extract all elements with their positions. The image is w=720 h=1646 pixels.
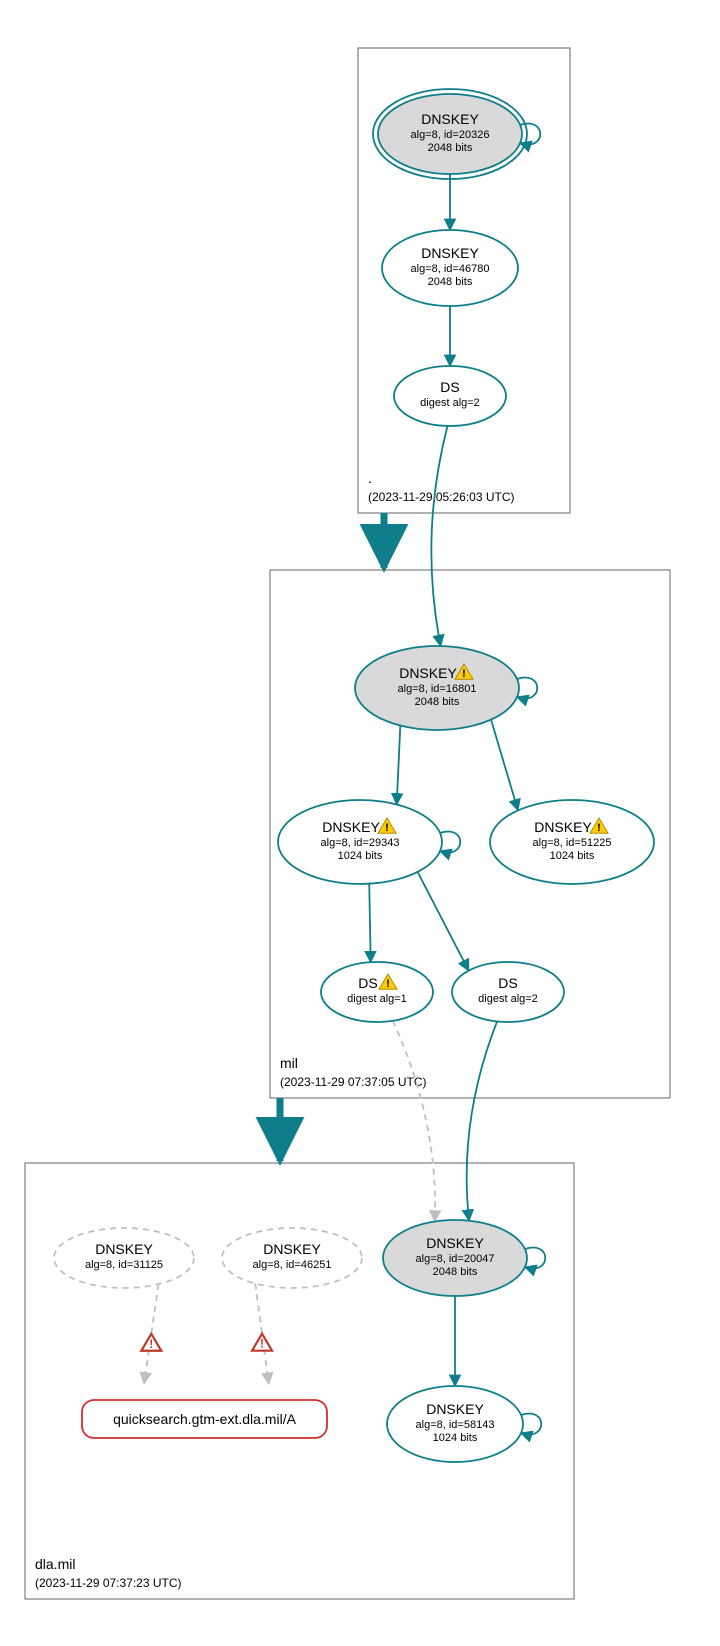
self-loop (440, 832, 460, 853)
node-title: DNSKEY (421, 245, 479, 261)
svg-text:!: ! (597, 822, 601, 834)
node-title: DNSKEY (426, 1235, 484, 1251)
svg-text:!: ! (149, 1337, 153, 1351)
query-label: quicksearch.gtm-ext.dla.mil/A (113, 1411, 297, 1427)
node-title: DNSKEY (322, 819, 380, 835)
svg-text:!: ! (385, 822, 389, 834)
edge (418, 872, 469, 971)
node-mil_zsk2: DNSKEY! alg=8, id=512251024 bits (490, 800, 654, 884)
node-title: DNSKEY (426, 1401, 484, 1417)
node-dla_ksk: DNSKEY alg=8, id=200472048 bits (383, 1220, 545, 1296)
node-mil_ds2: DS digest alg=2 (452, 962, 564, 1022)
node-dla_dnskey1: DNSKEY alg=8, id=31125 (54, 1228, 194, 1288)
node-root_ds: DS digest alg=2 (394, 366, 506, 426)
svg-text:!: ! (462, 668, 466, 680)
node-line2: alg=8, id=51225 (533, 837, 612, 849)
node-line3: 1024 bits (338, 850, 383, 862)
edge (397, 726, 401, 805)
node-line3: 2048 bits (428, 276, 473, 288)
svg-text:mil: mil (280, 1055, 298, 1071)
svg-text:!: ! (386, 978, 390, 990)
node-line2: alg=8, id=46251 (253, 1259, 332, 1271)
node-line2: alg=8, id=31125 (85, 1259, 163, 1271)
node-title: DS (440, 379, 459, 395)
node-line2: digest alg=2 (420, 397, 480, 409)
node-line3: 1024 bits (550, 850, 595, 862)
node-mil_ds1: DS! digest alg=1 (321, 962, 433, 1022)
node-dla_dnskey2: DNSKEY alg=8, id=46251 (222, 1228, 362, 1288)
node-title: DNSKEY (399, 665, 457, 681)
node-line3: 2048 bits (415, 696, 460, 708)
node-title: DNSKEY (534, 819, 592, 835)
edge (431, 426, 447, 646)
svg-text:!: ! (260, 1337, 264, 1351)
svg-text:(2023-11-29 05:26:03 UTC): (2023-11-29 05:26:03 UTC) (368, 490, 515, 504)
edge (369, 884, 370, 962)
node-line2: alg=8, id=29343 (321, 837, 400, 849)
self-loop (517, 678, 537, 699)
node-line3: 2048 bits (428, 142, 473, 154)
self-loop (525, 1248, 545, 1269)
node-line2: digest alg=2 (478, 993, 538, 1005)
error-icon: ! (141, 1334, 161, 1351)
node-title: DNSKEY (421, 111, 479, 127)
error-icon: ! (252, 1334, 272, 1351)
svg-text:(2023-11-29 07:37:05 UTC): (2023-11-29 07:37:05 UTC) (280, 1075, 427, 1089)
node-line2: alg=8, id=16801 (398, 683, 477, 695)
node-title: DNSKEY (95, 1241, 153, 1257)
node-line3: 1024 bits (433, 1432, 478, 1444)
node-title: DS (498, 975, 517, 991)
query-record: quicksearch.gtm-ext.dla.mil/A (82, 1400, 327, 1438)
node-title: DNSKEY (263, 1241, 321, 1257)
self-loop (520, 124, 540, 145)
dnssec-diagram: . (2023-11-29 05:26:03 UTC) mil (2023-11-29… (0, 0, 720, 1646)
svg-text:.: . (368, 470, 372, 486)
edge (467, 1021, 497, 1220)
node-mil_ksk: DNSKEY! alg=8, id=168012048 bits (355, 646, 537, 730)
node-root_zsk: DNSKEY alg=8, id=467802048 bits (382, 230, 518, 306)
node-title: DS (358, 975, 377, 991)
node-line2: alg=8, id=20047 (416, 1253, 495, 1265)
svg-text:(2023-11-29 07:37:23 UTC): (2023-11-29 07:37:23 UTC) (35, 1576, 182, 1590)
node-line2: alg=8, id=58143 (416, 1419, 495, 1431)
node-mil_zsk1: DNSKEY! alg=8, id=293431024 bits (278, 800, 460, 884)
node-line2: digest alg=1 (347, 993, 407, 1005)
node-root_ksk: DNSKEY alg=8, id=203262048 bits (373, 89, 540, 179)
svg-text:dla.mil: dla.mil (35, 1556, 75, 1572)
node-line2: alg=8, id=46780 (411, 263, 490, 275)
edge (491, 720, 518, 811)
node-dla_zsk: DNSKEY alg=8, id=581431024 bits (387, 1386, 541, 1462)
node-line2: alg=8, id=20326 (411, 129, 490, 141)
edge (393, 1021, 435, 1222)
self-loop (521, 1414, 541, 1435)
node-line3: 2048 bits (433, 1266, 478, 1278)
